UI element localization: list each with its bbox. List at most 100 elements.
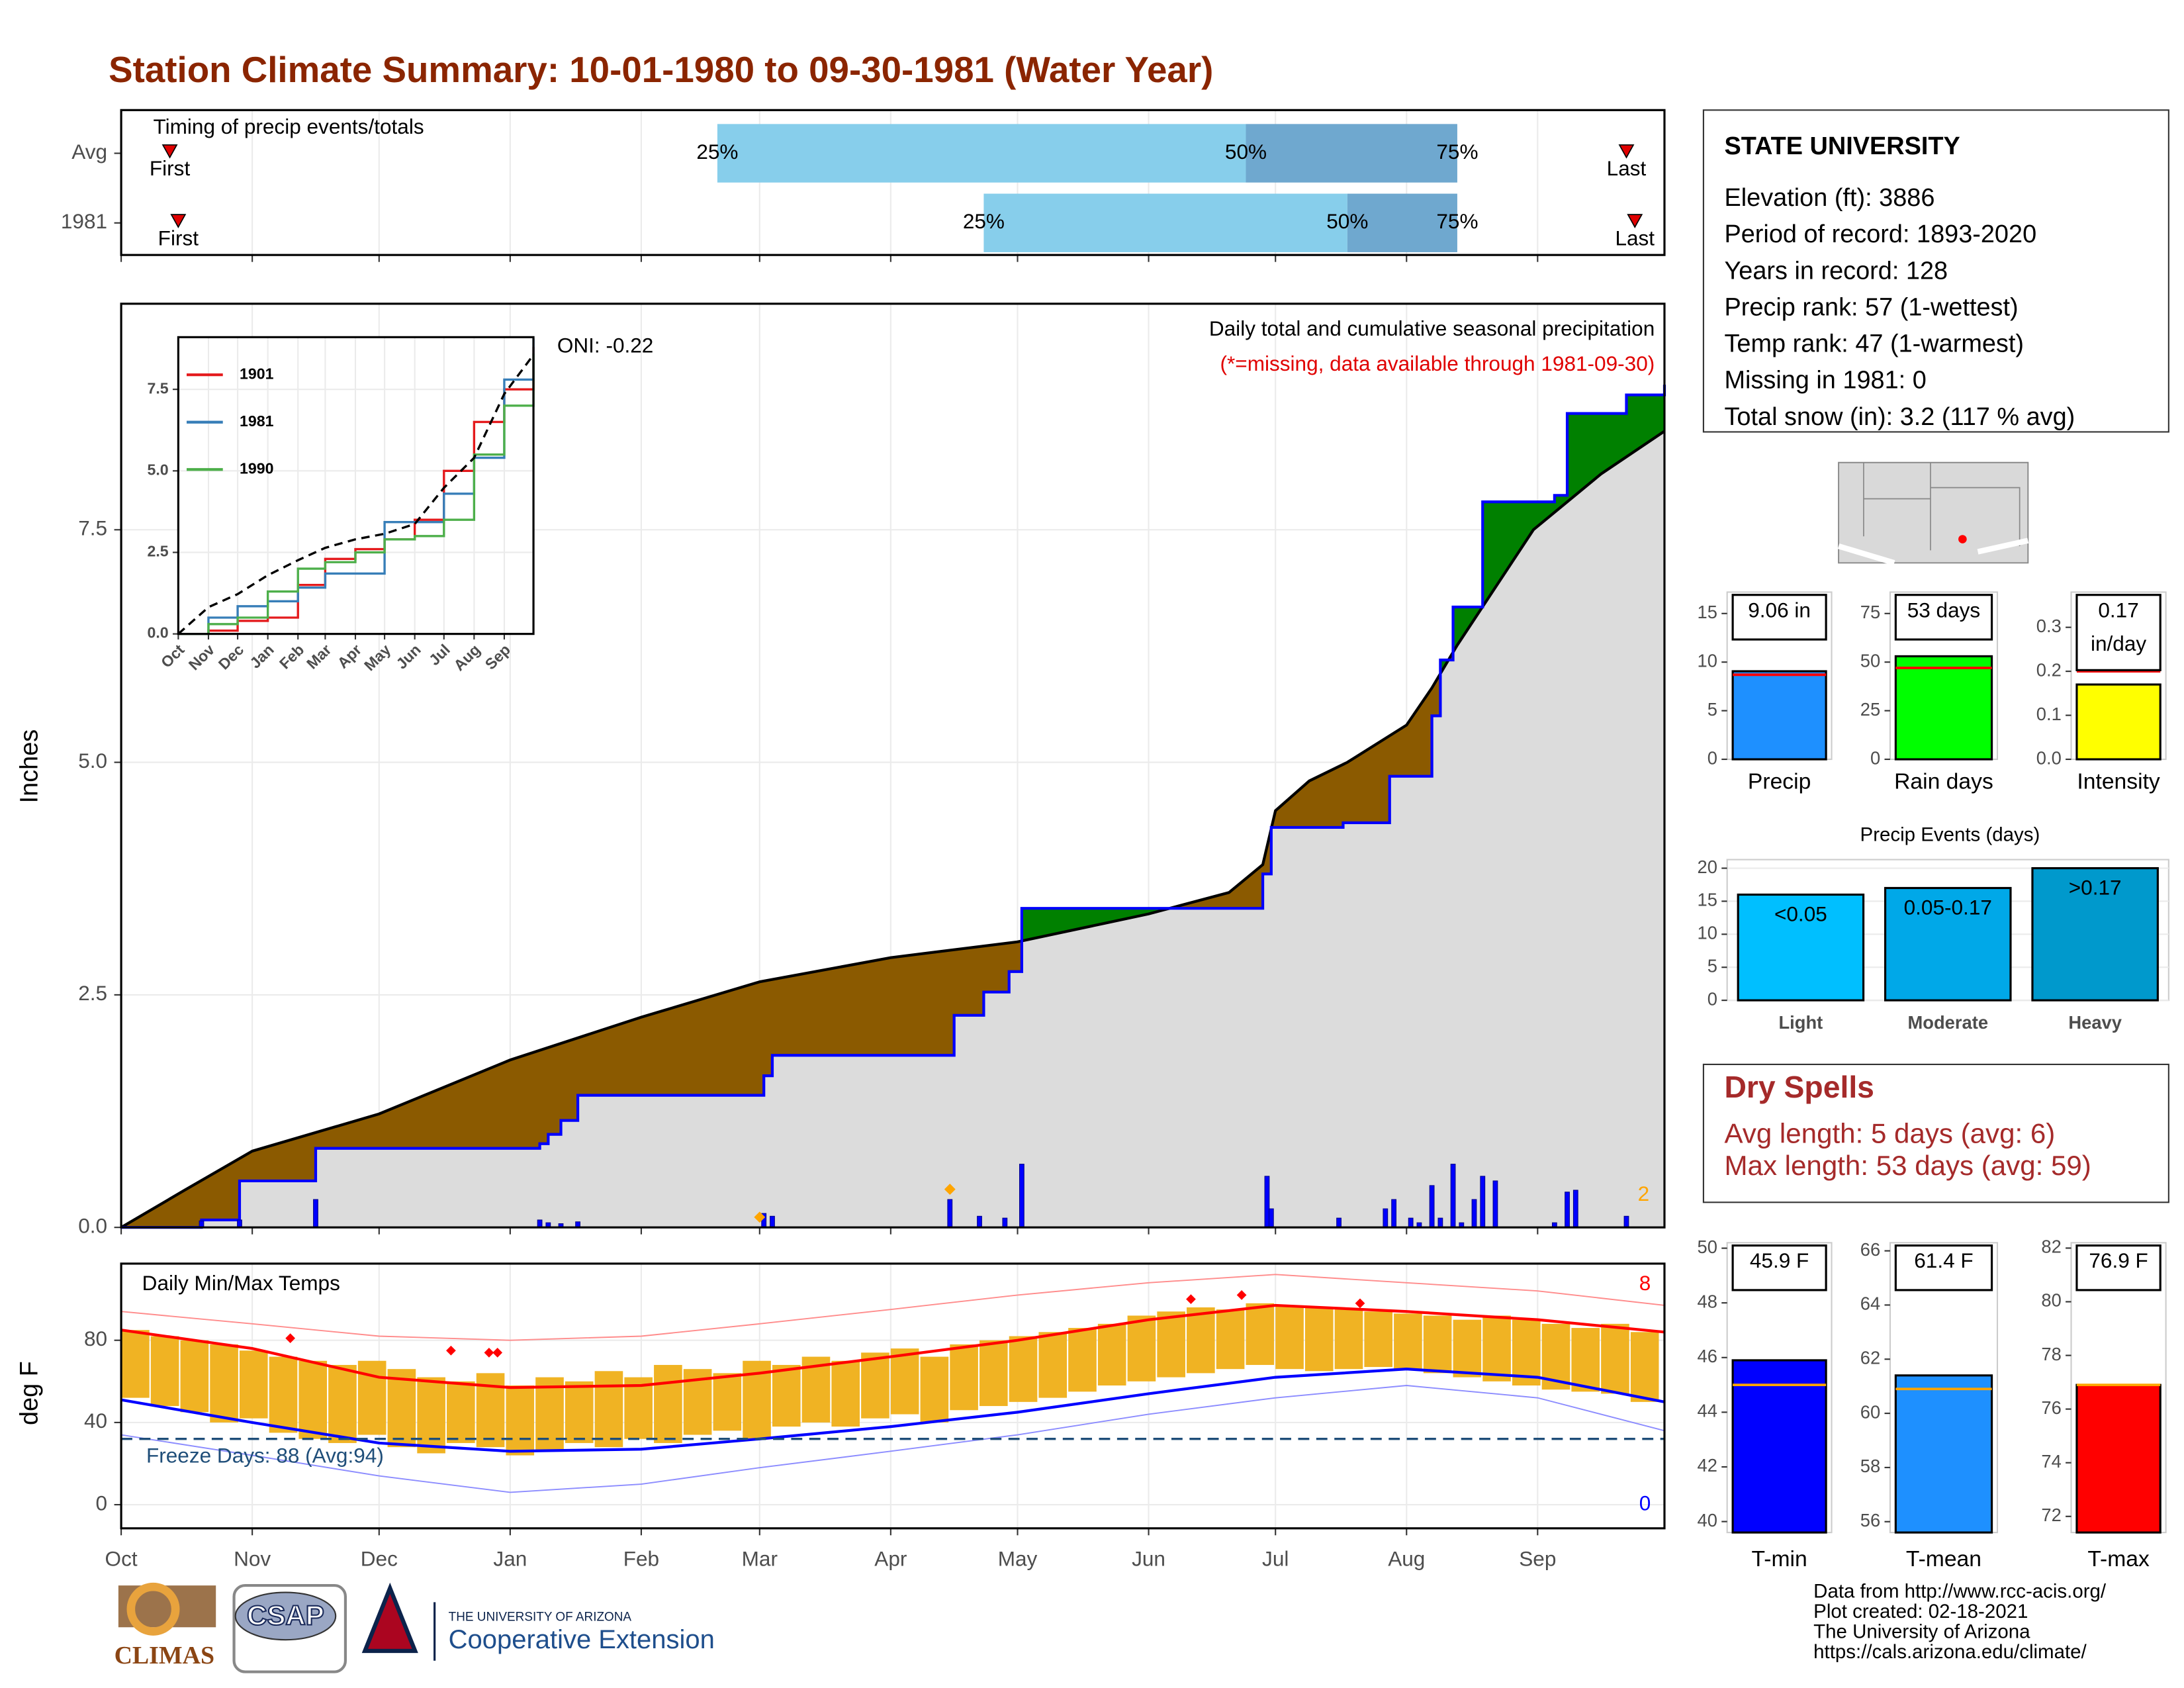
daily-temp-bar	[624, 1377, 653, 1439]
daily-precip-bar	[1437, 1217, 1443, 1228]
y-tick-label: 0	[1870, 747, 1880, 768]
daily-temp-bar	[1601, 1323, 1629, 1394]
dry-spells-info: Max length: 53 days (avg: 59)	[1724, 1150, 2091, 1181]
event-bar	[2031, 867, 2159, 1002]
y-tick-label: 64	[1860, 1293, 1880, 1314]
temps-panel	[120, 1262, 1666, 1530]
summary-label: Intensity	[2077, 770, 2160, 794]
logos	[118, 1582, 436, 1673]
station-info: Missing in 1981: 0	[1724, 367, 1926, 395]
daily-precip-bar	[770, 1215, 775, 1228]
summary-bar	[1894, 655, 1993, 761]
daily-temp-bar	[654, 1364, 682, 1443]
daily-precip-bar	[1019, 1164, 1024, 1228]
daily-precip-bar	[977, 1215, 982, 1228]
daily-temp-bar	[1482, 1315, 1511, 1382]
event-label: Last	[1615, 226, 1655, 250]
daily-temp-bar	[1394, 1313, 1422, 1370]
station-info: Elevation (ft): 3886	[1724, 184, 1934, 212]
y-tick-label: 10	[1698, 923, 1717, 943]
page-title: Station Climate Summary: 10-01-1980 to 0…	[109, 49, 1213, 90]
y-tick-label: 0.2	[2036, 659, 2062, 680]
value-label: 45.9 F	[1750, 1248, 1809, 1272]
quartile-label: 25%	[696, 140, 738, 164]
oni-label: ONI: -0.22	[557, 333, 654, 357]
record-high-marker	[1355, 1298, 1365, 1309]
quartile-bar	[1347, 193, 1457, 252]
value-box	[2075, 1244, 2161, 1291]
daily-precip-bar	[1492, 1180, 1498, 1228]
daily-temp-bar	[1246, 1303, 1275, 1365]
event-marker	[1627, 214, 1643, 228]
record-marker	[754, 1211, 766, 1223]
y-tick-label: 75	[1860, 602, 1880, 622]
x-tick-label: Apr	[874, 1547, 907, 1571]
daily-temp-bar	[269, 1356, 298, 1433]
daily-temp-bar	[594, 1371, 623, 1448]
x-tick-label: Feb	[623, 1547, 659, 1571]
summary-label: Rain days	[1894, 770, 1993, 794]
station-info: Precip rank: 57 (1-wettest)	[1724, 293, 2018, 321]
category-label: Moderate	[1907, 1012, 1988, 1033]
y-tick-label: 78	[2041, 1344, 2061, 1364]
y-tick-label: 0	[1707, 988, 1717, 1009]
daily-temp-bar	[950, 1344, 978, 1411]
y-tick-label: 0	[1707, 747, 1717, 768]
daily-temp-bar	[861, 1352, 889, 1419]
legend-label: 1981	[240, 412, 274, 430]
summary-bar	[2075, 1383, 2161, 1534]
x-tick-label: May	[998, 1547, 1038, 1571]
y-tick-label: 5	[1707, 955, 1717, 976]
daily-precip-bar	[1572, 1190, 1578, 1228]
y-tick-label: 0.0	[78, 1214, 107, 1238]
summary-label: T-max	[2087, 1547, 2150, 1571]
daily-temp-bar	[1097, 1323, 1126, 1386]
daily-temp-bar	[1423, 1315, 1452, 1374]
daily-precip-bar	[1429, 1185, 1435, 1228]
summary-label: T-min	[1752, 1547, 1807, 1571]
quartile-bar	[717, 124, 1246, 183]
cumulative-line	[121, 385, 1666, 1229]
dry-spells-info: Avg length: 5 days (avg: 6)	[1724, 1117, 2055, 1149]
y-tick-label: 74	[2041, 1451, 2061, 1472]
daily-temp-bar	[772, 1364, 801, 1427]
event-marker	[170, 214, 187, 228]
daily-temp-bar	[121, 1330, 150, 1398]
x-tick-label: Jun	[1132, 1547, 1165, 1571]
precip-title: Daily total and cumulative seasonal prec…	[1209, 316, 1655, 340]
quartile-label: 50%	[1326, 209, 1368, 233]
dry-spells-box	[1702, 1063, 2169, 1203]
quartile-label: 50%	[1225, 140, 1267, 164]
event-label: Last	[1607, 156, 1647, 180]
y-tick-label: 15	[1698, 602, 1717, 622]
inset-y-tick-label: 0.0	[147, 624, 168, 641]
daily-temp-bar	[1334, 1309, 1363, 1370]
daily-precip-bar	[1471, 1199, 1477, 1228]
daily-temp-bar	[831, 1360, 860, 1427]
x-tick-label: Jul	[1262, 1547, 1289, 1571]
daily-precip-bar	[1480, 1176, 1486, 1228]
summary-bar	[1731, 1359, 1827, 1534]
station-info: Total snow (in): 3.2 (117 % avg)	[1724, 403, 2075, 431]
normal-min-line	[120, 1368, 1665, 1453]
x-tick-label: Aug	[1388, 1547, 1425, 1571]
y-tick-label: 40	[1698, 1510, 1717, 1530]
daily-temp-bar	[1157, 1311, 1185, 1378]
y-tick-label: 80	[2041, 1290, 2061, 1311]
value-box	[1894, 594, 1993, 641]
value-box	[1731, 1244, 1827, 1291]
x-tick-label: Jan	[493, 1547, 527, 1571]
y-tick-label: 58	[1860, 1456, 1880, 1476]
timing-title: Timing of precip events/totals	[154, 115, 424, 138]
y-tick-label: 15	[1698, 890, 1717, 910]
daily-precip-bar	[313, 1199, 318, 1228]
inset-average-line	[177, 353, 535, 635]
daily-precip-bar	[1391, 1199, 1397, 1228]
y-tick-label: 0.0	[2036, 747, 2062, 768]
y-tick-label: 2.5	[78, 981, 107, 1005]
university-logo-text: THE UNIVERSITY OF ARIZONA	[449, 1610, 632, 1624]
summary-bar	[1894, 1374, 1993, 1534]
footer-line: Data from http://www.rcc-acis.org/	[1813, 1580, 2107, 1602]
inset-y-tick-label: 7.5	[147, 379, 168, 397]
